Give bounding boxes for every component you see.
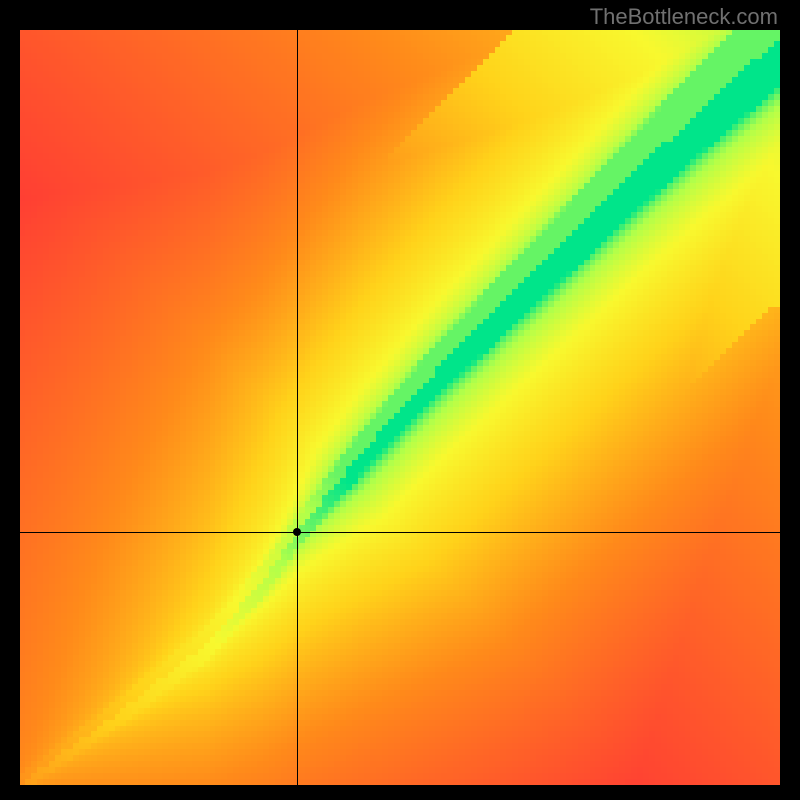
crosshair-horizontal — [20, 532, 780, 533]
watermark-text: TheBottleneck.com — [590, 4, 778, 30]
data-point-marker — [293, 528, 301, 536]
crosshair-vertical — [297, 30, 298, 785]
chart-container: TheBottleneck.com — [0, 0, 800, 800]
heatmap-plot — [20, 30, 780, 785]
heatmap-canvas — [20, 30, 780, 785]
